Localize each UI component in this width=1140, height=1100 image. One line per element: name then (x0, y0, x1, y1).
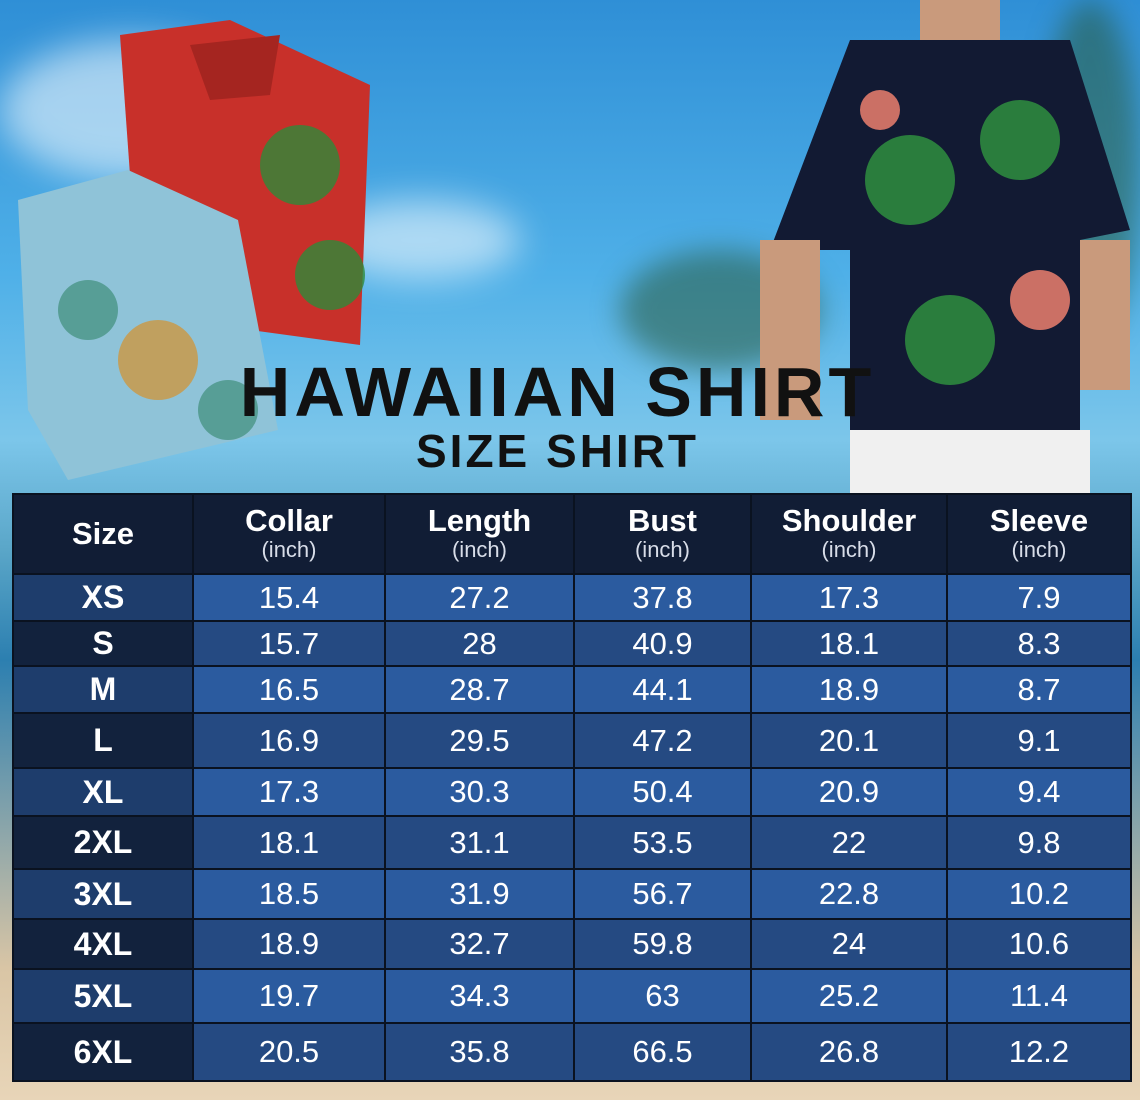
measurement-cell: 9.1 (946, 712, 1132, 769)
measurement-cell: 47.2 (573, 712, 752, 769)
table-row: 6XL 20.5 35.8 66.5 26.8 12.2 (12, 1022, 1132, 1082)
measurement-cell: 44.1 (573, 665, 752, 714)
table-row: 2XL 18.1 31.1 53.5 22 9.8 (12, 815, 1132, 870)
column-header-label: Shoulder (781, 503, 917, 538)
measurement-cell: 32.7 (384, 918, 575, 970)
column-header-unit: (inch) (261, 537, 317, 562)
measurement-cell: 50.4 (573, 767, 752, 817)
measurement-cell: 10.6 (946, 918, 1132, 970)
measurement-cell: 15.4 (192, 573, 386, 622)
measurement-cell: 31.1 (384, 815, 575, 870)
column-header-label: Collar (245, 503, 333, 538)
size-cell: M (12, 665, 194, 714)
column-header-unit: (inch) (1011, 537, 1067, 562)
size-cell: 6XL (12, 1022, 194, 1082)
measurement-cell: 22.8 (750, 868, 948, 920)
measurement-cell: 20.5 (192, 1022, 386, 1082)
measurement-cell: 11.4 (946, 968, 1132, 1024)
measurement-cell: 10.2 (946, 868, 1132, 920)
measurement-cell: 24 (750, 918, 948, 970)
column-header-shoulder: Shoulder (inch) (750, 493, 948, 575)
measurement-cell: 27.2 (384, 573, 575, 622)
measurement-cell: 17.3 (750, 573, 948, 622)
size-cell: 2XL (12, 815, 194, 870)
table-row: M 16.5 28.7 44.1 18.9 8.7 (12, 665, 1132, 714)
column-header-label: Bust (628, 503, 697, 538)
size-cell: 3XL (12, 868, 194, 920)
table-row: 5XL 19.7 34.3 63 25.2 11.4 (12, 968, 1132, 1024)
measurement-cell: 18.9 (750, 665, 948, 714)
measurement-cell: 15.7 (192, 620, 386, 667)
size-cell: XS (12, 573, 194, 622)
measurement-cell: 18.1 (750, 620, 948, 667)
column-header-length: Length (inch) (384, 493, 575, 575)
measurement-cell: 20.1 (750, 712, 948, 769)
measurement-cell: 8.7 (946, 665, 1132, 714)
blue-shirt-image (18, 170, 278, 480)
column-header-bust: Bust (inch) (573, 493, 752, 575)
page-subtitle: SIZE SHIRT (415, 425, 700, 477)
column-header-collar: Collar (inch) (192, 493, 386, 575)
measurement-cell: 18.1 (192, 815, 386, 870)
size-cell: S (12, 620, 194, 667)
table-row: S 15.7 28 40.9 18.1 8.3 (12, 620, 1132, 667)
measurement-cell: 34.3 (384, 968, 575, 1024)
measurement-cell: 17.3 (192, 767, 386, 817)
model-shirt-image (760, 0, 1130, 495)
size-cell: L (12, 712, 194, 769)
size-cell: XL (12, 767, 194, 817)
table-row: XL 17.3 30.3 50.4 20.9 9.4 (12, 767, 1132, 817)
measurement-cell: 18.5 (192, 868, 386, 920)
measurement-cell: 40.9 (573, 620, 752, 667)
page-title: HAWAIIAN SHIRT (239, 353, 876, 431)
measurement-cell: 53.5 (573, 815, 752, 870)
measurement-cell: 22 (750, 815, 948, 870)
measurement-cell: 16.9 (192, 712, 386, 769)
measurement-cell: 9.4 (946, 767, 1132, 817)
measurement-cell: 63 (573, 968, 752, 1024)
measurement-cell: 29.5 (384, 712, 575, 769)
column-header-size: Size (12, 493, 194, 575)
measurement-cell: 7.9 (946, 573, 1132, 622)
measurement-cell: 28 (384, 620, 575, 667)
size-chart-table: Size Collar (inch) Length (inch) Bust (inch) Sh… (12, 493, 1132, 1082)
size-cell: 5XL (12, 968, 194, 1024)
measurement-cell: 59.8 (573, 918, 752, 970)
table-header-row: Size Collar (inch) Length (inch) Bust (inch) Sh… (12, 493, 1132, 575)
column-header-sleeve: Sleeve (inch) (946, 493, 1132, 575)
column-header-unit: (inch) (821, 537, 877, 562)
measurement-cell: 16.5 (192, 665, 386, 714)
measurement-cell: 28.7 (384, 665, 575, 714)
table-row: XS 15.4 27.2 37.8 17.3 7.9 (12, 573, 1132, 622)
measurement-cell: 56.7 (573, 868, 752, 920)
measurement-cell: 37.8 (573, 573, 752, 622)
column-header-label: Size (71, 516, 135, 551)
measurement-cell: 30.3 (384, 767, 575, 817)
measurement-cell: 18.9 (192, 918, 386, 970)
measurement-cell: 19.7 (192, 968, 386, 1024)
table-row: 4XL 18.9 32.7 59.8 24 10.6 (12, 918, 1132, 970)
measurement-cell: 35.8 (384, 1022, 575, 1082)
table-row: L 16.9 29.5 47.2 20.1 9.1 (12, 712, 1132, 769)
measurement-cell: 26.8 (750, 1022, 948, 1082)
measurement-cell: 12.2 (946, 1022, 1132, 1082)
size-cell: 4XL (12, 918, 194, 970)
column-header-label: Length (427, 503, 532, 538)
measurement-cell: 25.2 (750, 968, 948, 1024)
measurement-cell: 9.8 (946, 815, 1132, 870)
measurement-cell: 66.5 (573, 1022, 752, 1082)
measurement-cell: 20.9 (750, 767, 948, 817)
measurement-cell: 31.9 (384, 868, 575, 920)
column-header-label: Sleeve (989, 503, 1089, 538)
column-header-unit: (inch) (451, 537, 507, 562)
table-row: 3XL 18.5 31.9 56.7 22.8 10.2 (12, 868, 1132, 920)
column-header-unit: (inch) (634, 537, 690, 562)
measurement-cell: 8.3 (946, 620, 1132, 667)
